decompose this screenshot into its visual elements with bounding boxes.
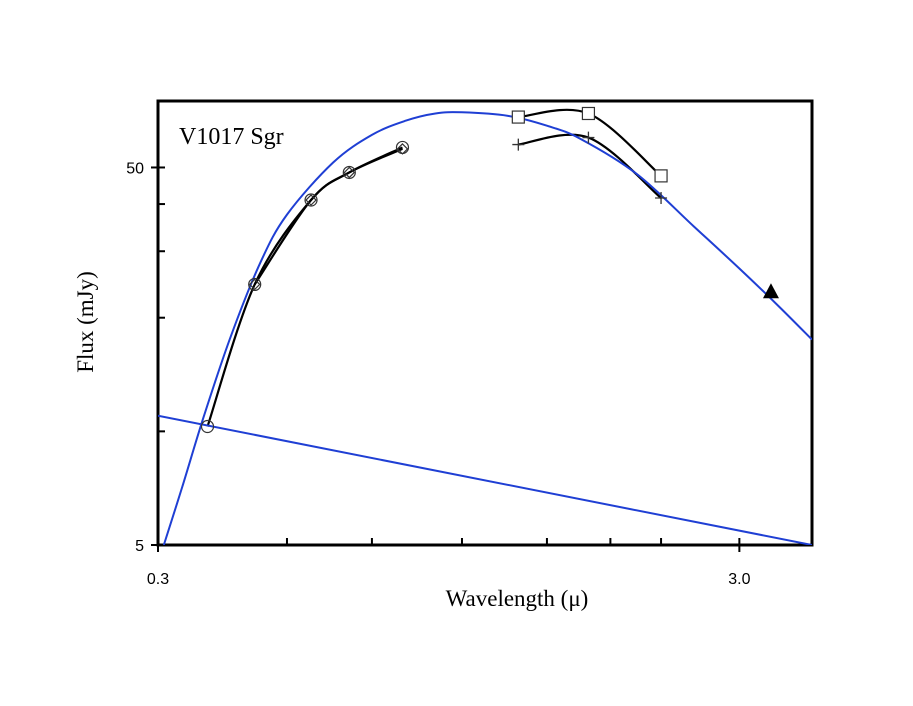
square-marker <box>511 110 525 124</box>
x-tick-label: 0.3 <box>147 571 169 588</box>
y-tick-label: 5 <box>135 538 144 555</box>
square-marker <box>654 169 668 183</box>
diamond-marker <box>248 278 261 291</box>
observed-circles-line <box>206 146 403 427</box>
plot-frame <box>156 99 814 547</box>
diamond-marker <box>396 143 409 155</box>
chart-title: V1017 Sgr <box>179 124 284 150</box>
x-tick-label: 3.0 <box>728 571 750 588</box>
circle-marker <box>200 419 215 434</box>
series-layer <box>158 108 812 545</box>
y-tick-label: 50 <box>126 160 144 177</box>
circle-marker <box>342 165 356 180</box>
power-law-line <box>158 414 812 545</box>
circle-marker <box>248 277 262 292</box>
plus-marker <box>582 131 595 144</box>
blackbody-fit-line <box>162 111 812 545</box>
marker-layer <box>200 106 779 434</box>
x-axis-title: Wavelength (μ) <box>446 586 589 611</box>
circle-marker <box>304 193 318 207</box>
diamond-marker <box>305 194 317 206</box>
observed-diamonds-line <box>253 147 403 286</box>
tick-labels: 0.3 3.0 5 50 <box>126 160 750 588</box>
minor-ticks <box>151 166 741 552</box>
triangle-marker <box>762 283 779 299</box>
plus-marker <box>655 192 668 205</box>
diamond-marker <box>343 166 356 179</box>
plus-marker <box>512 138 525 151</box>
y-axis-title: Flux (mJy) <box>73 271 98 373</box>
square-marker <box>581 106 596 121</box>
